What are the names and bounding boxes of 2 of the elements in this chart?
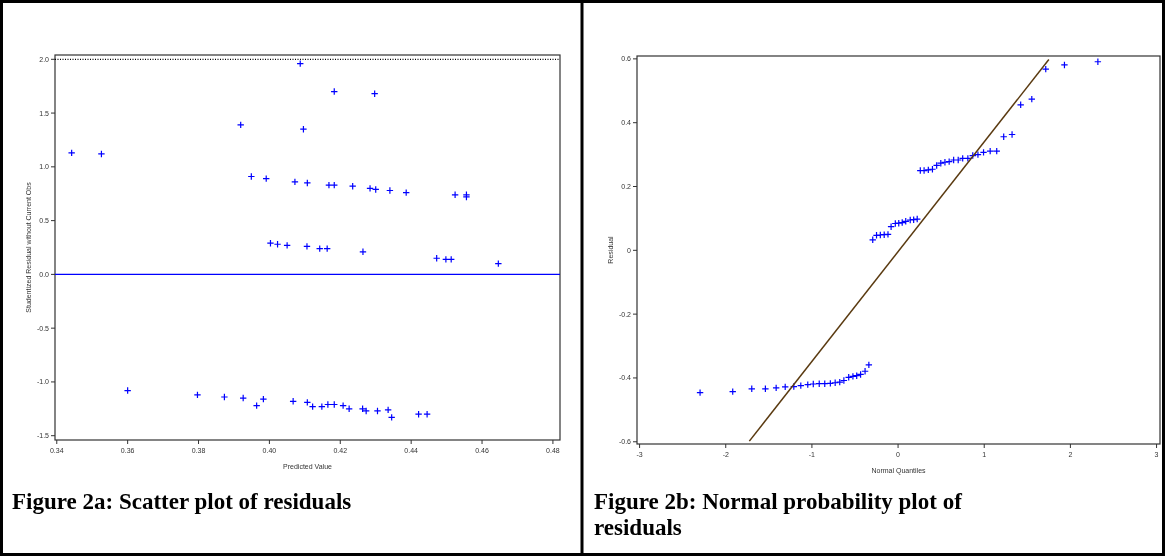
text: Figure 2a: Scatter plot of residuals bbox=[12, 489, 352, 514]
text: Figure 2b: Normal probability plot of residuals bbox=[594, 489, 963, 540]
